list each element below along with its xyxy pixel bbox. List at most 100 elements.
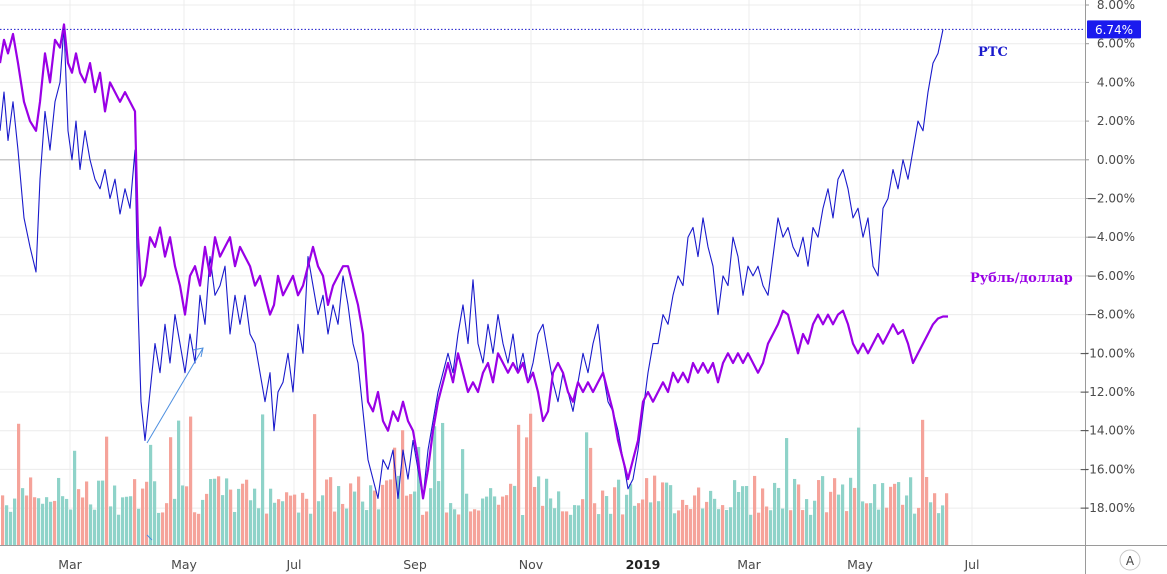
- volume-bar: [409, 494, 413, 545]
- x-tick-label: Nov: [519, 557, 544, 572]
- trend-arrow-line[interactable]: [146, 347, 204, 444]
- trend-arrow-drawing[interactable]: [146, 347, 204, 541]
- volume-bar: [853, 487, 857, 545]
- x-tick-label: 2019: [626, 557, 661, 572]
- volume-bar: [97, 480, 101, 545]
- volume-bar: [697, 487, 701, 545]
- volume-bar: [509, 483, 513, 545]
- volume-bar: [753, 475, 757, 545]
- volume-bar: [677, 510, 681, 545]
- volume-bar: [21, 488, 25, 545]
- volume-bar: [201, 499, 205, 545]
- volume-bar: [53, 500, 57, 545]
- volume-bar: [477, 510, 481, 545]
- volume-bar: [513, 485, 517, 545]
- volume-bar: [197, 513, 201, 545]
- volume-bar: [809, 514, 813, 545]
- volume-bar: [397, 475, 401, 545]
- volume-bar: [909, 477, 913, 545]
- last-value-badge-bg: [1087, 20, 1141, 39]
- volume-bar: [529, 413, 533, 545]
- volume-bar: [765, 506, 769, 545]
- volume-bar: [653, 475, 657, 545]
- volume-bar: [741, 486, 745, 545]
- volume-bar: [157, 512, 161, 545]
- volume-bar: [405, 495, 409, 545]
- volume-bar: [165, 503, 169, 545]
- volume-bar: [869, 503, 873, 545]
- volume-bar: [85, 481, 89, 545]
- volume-bar: [857, 427, 861, 545]
- volume-bar: [781, 508, 785, 545]
- volume-bar: [945, 493, 949, 545]
- volume-bar: [293, 494, 297, 545]
- volume-bar: [685, 504, 689, 545]
- volume-bar: [553, 508, 557, 545]
- volume-bar: [721, 505, 725, 545]
- volume-bar: [657, 501, 661, 545]
- volume-bar: [13, 498, 17, 545]
- volume-bar: [357, 476, 361, 545]
- volume-bar: [89, 504, 93, 545]
- volume-bar: [129, 496, 133, 545]
- auto-scale-circle[interactable]: [1119, 549, 1141, 571]
- volume-bar: [941, 505, 945, 545]
- volume-bar: [545, 478, 549, 545]
- y-tick-label: −4.00%: [1087, 230, 1135, 244]
- volume-bar: [25, 495, 29, 545]
- volume-bar: [649, 502, 653, 545]
- volume-bar: [637, 503, 641, 545]
- volume-bar: [81, 497, 85, 545]
- series-label-rts: РТС: [978, 45, 1008, 60]
- volume-bar: [253, 488, 257, 545]
- volume-bar: [417, 446, 421, 545]
- volume-bar: [549, 498, 553, 545]
- volume-bar: [893, 483, 897, 545]
- y-tick-label: −10.00%: [1079, 346, 1135, 360]
- volume-bar: [269, 488, 273, 545]
- volume-bar: [593, 503, 597, 545]
- volume-bar: [37, 498, 41, 545]
- volume-bar: [525, 437, 529, 545]
- volume-bar: [805, 499, 809, 545]
- volume-bar: [321, 495, 325, 545]
- volume-bar: [265, 513, 269, 545]
- volume-bar: [317, 501, 321, 545]
- volume-bar: [105, 436, 109, 545]
- auto-scale-button[interactable]: A: [1119, 549, 1141, 571]
- volume-bar: [245, 479, 249, 545]
- volume-bar: [329, 477, 333, 545]
- volume-bar: [577, 505, 581, 545]
- volume-bars: [1, 413, 949, 545]
- volume-bar: [785, 438, 789, 545]
- volume-bar: [641, 499, 645, 545]
- volume-bar: [421, 514, 425, 545]
- volume-bar: [457, 514, 461, 545]
- volume-bar: [353, 491, 357, 545]
- volume-bar: [125, 496, 129, 545]
- volume-bar: [633, 505, 637, 545]
- volume-bar: [117, 514, 121, 545]
- volume-bar: [621, 514, 625, 545]
- volume-bar: [465, 493, 469, 545]
- series-labels: РТС Рубль/доллар: [970, 45, 1073, 286]
- volume-bar: [121, 497, 125, 545]
- volume-bar: [881, 483, 885, 545]
- volume-bar: [349, 483, 353, 545]
- volume-bar: [373, 490, 377, 545]
- volume-bar: [313, 414, 317, 545]
- volume-bar: [277, 499, 281, 545]
- volume-bar: [389, 479, 393, 545]
- y-tick-label: 0.00%: [1097, 153, 1135, 167]
- volume-bar: [565, 511, 569, 545]
- volume-bar: [913, 513, 917, 545]
- x-tick-label: Mar: [737, 557, 761, 572]
- volume-bar: [789, 510, 793, 545]
- volume-bar: [585, 432, 589, 545]
- volume-bar: [1, 495, 5, 545]
- volume-bar: [213, 478, 217, 545]
- volume-bar: [177, 420, 181, 545]
- volume-bar: [725, 510, 729, 545]
- y-tick-label: −16.00%: [1079, 462, 1135, 476]
